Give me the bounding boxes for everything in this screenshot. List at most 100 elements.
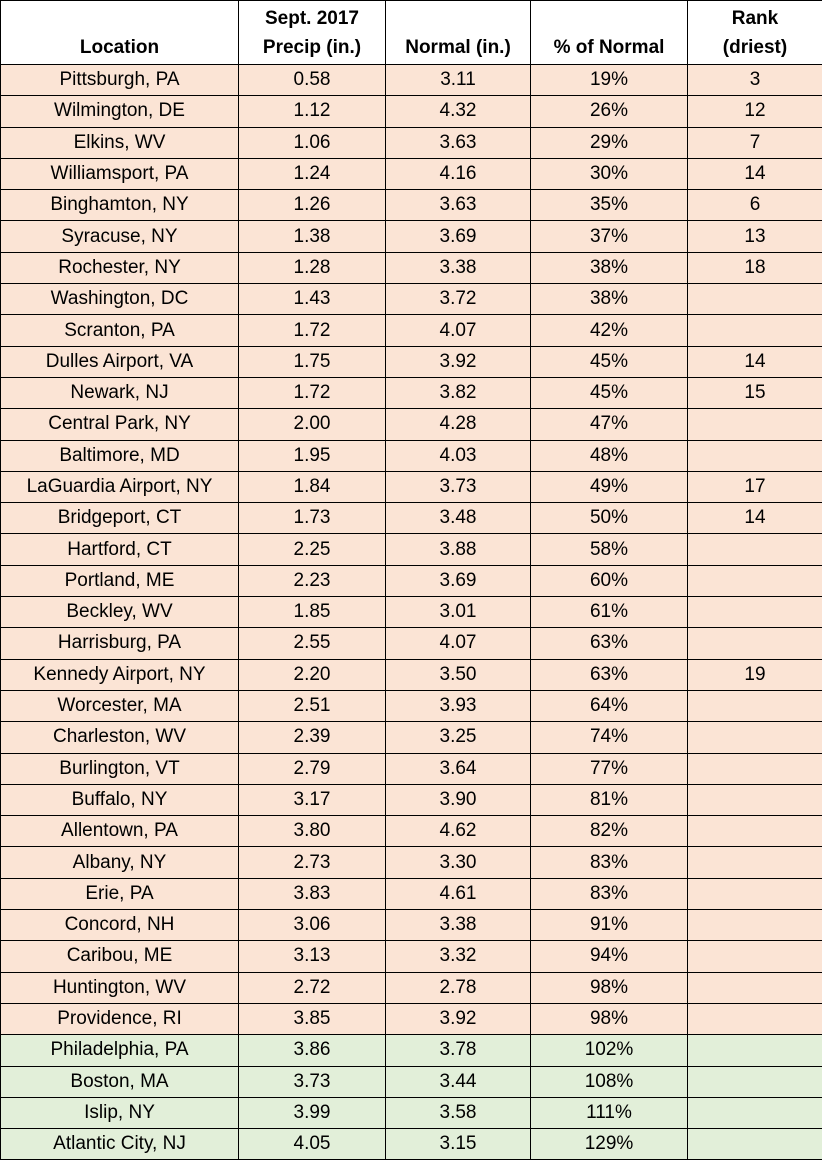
table-cell: 1.06 (239, 127, 386, 158)
table-cell: Dulles Airport, VA (1, 346, 239, 377)
table-cell (688, 1035, 822, 1066)
table-cell: Caribou, ME (1, 941, 239, 972)
table-cell: Charleston, WV (1, 722, 239, 753)
table-cell: 15 (688, 377, 822, 408)
table-cell: 17 (688, 471, 822, 502)
table-cell (688, 440, 822, 471)
table-cell: 1.12 (239, 96, 386, 127)
table-cell: 1.43 (239, 284, 386, 315)
table-cell: 94% (531, 941, 688, 972)
table-cell: 3.78 (386, 1035, 531, 1066)
table-cell: Erie, PA (1, 878, 239, 909)
table-cell: Elkins, WV (1, 127, 239, 158)
table-cell (688, 1003, 822, 1034)
table-cell: 2.73 (239, 847, 386, 878)
table-cell: 1.84 (239, 471, 386, 502)
table-cell: 3.13 (239, 941, 386, 972)
table-cell: 129% (531, 1129, 688, 1160)
table-cell: 60% (531, 565, 688, 596)
table-cell: 3.38 (386, 910, 531, 941)
table-cell (688, 1129, 822, 1160)
table-cell: 77% (531, 753, 688, 784)
table-cell: 111% (531, 1097, 688, 1128)
table-cell: 2.72 (239, 972, 386, 1003)
table-cell (688, 690, 822, 721)
table-cell: 83% (531, 878, 688, 909)
table-cell: 3.06 (239, 910, 386, 941)
table-cell: 2.25 (239, 534, 386, 565)
table-cell: 3.73 (239, 1066, 386, 1097)
table-cell: 4.61 (386, 878, 531, 909)
table-cell: Buffalo, NY (1, 784, 239, 815)
table-cell (688, 784, 822, 815)
table-cell (688, 847, 822, 878)
table-cell: 3.48 (386, 503, 531, 534)
table-cell: 3 (688, 65, 822, 96)
table-cell: 3.01 (386, 597, 531, 628)
column-header: Location (1, 1, 239, 65)
table-cell: 19 (688, 659, 822, 690)
column-header: Sept. 2017 Precip (in.) (239, 1, 386, 65)
table-cell: 3.82 (386, 377, 531, 408)
table-cell: 108% (531, 1066, 688, 1097)
table-cell: 1.38 (239, 221, 386, 252)
table-cell: Portland, ME (1, 565, 239, 596)
table-cell: 3.64 (386, 753, 531, 784)
table-cell: 7 (688, 127, 822, 158)
table-cell: Central Park, NY (1, 409, 239, 440)
table-cell (688, 597, 822, 628)
table-cell: 3.80 (239, 816, 386, 847)
table-cell: 81% (531, 784, 688, 815)
table-cell: 13 (688, 221, 822, 252)
table-cell: 3.25 (386, 722, 531, 753)
table-cell (688, 534, 822, 565)
table-cell: 98% (531, 972, 688, 1003)
table-cell: 45% (531, 377, 688, 408)
table-cell (688, 1097, 822, 1128)
table-cell: 42% (531, 315, 688, 346)
table-cell: 2.20 (239, 659, 386, 690)
table-cell: 91% (531, 910, 688, 941)
table-cell: 3.44 (386, 1066, 531, 1097)
table-cell: Albany, NY (1, 847, 239, 878)
table-cell: 3.15 (386, 1129, 531, 1160)
table-cell: 12 (688, 96, 822, 127)
table-cell: 3.63 (386, 127, 531, 158)
table-cell: 45% (531, 346, 688, 377)
table-cell: 29% (531, 127, 688, 158)
table-cell: 14 (688, 158, 822, 189)
table-cell: Beckley, WV (1, 597, 239, 628)
table-cell (688, 816, 822, 847)
table-cell: Huntington, WV (1, 972, 239, 1003)
table-cell: 35% (531, 190, 688, 221)
table-cell: 1.73 (239, 503, 386, 534)
table-cell: 50% (531, 503, 688, 534)
table-cell: Hartford, CT (1, 534, 239, 565)
table-cell: 49% (531, 471, 688, 502)
table-cell: 58% (531, 534, 688, 565)
table-cell: Providence, RI (1, 1003, 239, 1034)
table-cell: Scranton, PA (1, 315, 239, 346)
table-cell: 48% (531, 440, 688, 471)
table-cell: 3.38 (386, 252, 531, 283)
table-cell: 3.86 (239, 1035, 386, 1066)
table-cell (688, 722, 822, 753)
table-cell: 1.95 (239, 440, 386, 471)
table-cell: 3.50 (386, 659, 531, 690)
table-cell: 98% (531, 1003, 688, 1034)
